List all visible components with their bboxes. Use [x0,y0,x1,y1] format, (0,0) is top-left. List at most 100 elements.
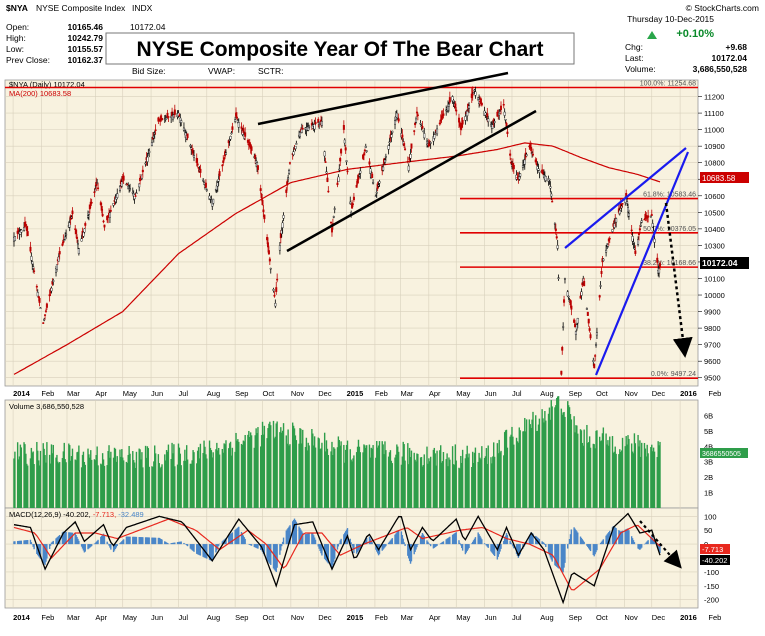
price-bar-body [76,237,78,239]
price-bar-body [42,323,44,324]
volume-bar [360,452,361,508]
macd-hist-bar [475,537,476,544]
exchange: INDX [132,3,153,13]
macd-hist-bar [142,537,143,544]
price-bar-body [519,174,521,177]
macd-hist-bar [481,539,482,544]
price-bar-body [269,259,271,261]
stat-value: 10172.04 [712,53,748,63]
x-tick-label: Feb [375,389,388,398]
x-tick-label: Oct [263,389,276,398]
price-bar-body [91,202,93,203]
x-tick-label: 2014 [13,613,31,622]
macd-hist-bar [571,529,572,544]
macd-hist-bar [371,542,372,544]
price-bar-body [583,281,585,286]
price-bar-body [462,120,464,124]
price-bar-body [321,121,323,125]
fib-label: 100.0%: 11254.68 [640,80,696,87]
price-bar-body [415,119,417,122]
x-tick-label: 2015 [347,613,364,622]
price-bar-body [116,194,118,198]
volume-bar [104,466,105,508]
volume-bar [577,434,578,508]
price-bar-body [596,333,598,336]
price-bar-body [599,295,601,297]
price-bar-body [365,146,367,147]
macd-hist-bar [628,530,629,544]
price-bar-body [264,215,266,219]
price-bar-body [77,244,79,245]
price-bar-body [97,188,99,189]
macd-hist-bar [468,544,469,548]
volume-bar [46,442,47,508]
price-bar-body [293,152,295,155]
price-bar-body [436,129,438,134]
macd-hist-bar [428,543,429,544]
macd-hist-bar [97,540,98,544]
price-bar-body [337,183,339,185]
macd-hist-bar [276,544,277,568]
price-bar-body [155,130,157,131]
volume-bar [353,455,354,508]
price-bar-body [369,162,371,164]
price-axis-labels: 10683.58 10172.04 [700,172,749,269]
macd-hist-bar [488,544,489,548]
price-bar-body [564,278,566,279]
price-bar-body [626,202,628,204]
volume-bar [494,457,495,508]
price-bar-body [503,104,505,105]
price-bar-body [261,194,263,198]
price-bar-body [56,265,58,270]
price-bar-body [586,308,588,309]
price-bar-body [136,193,138,194]
x-tick-label: Sep [569,613,582,622]
price-bar-body [577,318,579,323]
volume-bar [78,446,79,508]
price-bar-body [148,151,150,153]
price-bar-body [27,231,29,235]
macd-hist-bar [238,527,239,544]
price-bar-body [532,154,534,155]
price-bar-body [561,371,563,374]
price-bar-body [102,214,104,216]
price-bar-body [538,169,540,170]
price-bar-body [430,142,432,143]
price-bar-body [422,126,424,128]
price-bar-body [14,236,16,241]
price-bar-body [465,116,467,120]
volume-bar [149,467,150,508]
macd-hist-bar [404,544,405,546]
macd-hist-bar [315,540,316,544]
x-tick-label: Jul [178,613,188,622]
price-bar-body [605,250,607,252]
price-bar-body [225,153,227,155]
volume-bar [615,454,616,508]
volume-bar [129,454,130,508]
price-bar-body [408,166,410,171]
price-bar-body [468,106,470,109]
x-tick-label: 2016 [680,389,697,398]
price-bar-body [330,222,332,223]
price-bar-body [151,142,153,146]
macd-hist-bar [212,544,213,559]
price-bar-body [574,324,576,327]
price-bar-body [230,136,232,139]
price-bar-body [45,311,47,312]
volume-bar [411,451,412,508]
stat-label: VWAP: [208,66,235,76]
macd-hist-bar [110,544,111,550]
volume-last-label: 3686550505 [702,451,741,458]
macd-hist-bar [596,544,597,550]
price-tick-label: 9800 [704,324,721,333]
macd-hist-bar [567,544,568,548]
price-bar-body [550,187,552,189]
price-bar-body [609,238,611,239]
x-tick-label: Nov [291,613,305,622]
price-bar-body [558,278,560,279]
volume-bar [379,441,380,508]
price-bar-body [526,154,528,156]
price-bar-body [359,171,361,173]
